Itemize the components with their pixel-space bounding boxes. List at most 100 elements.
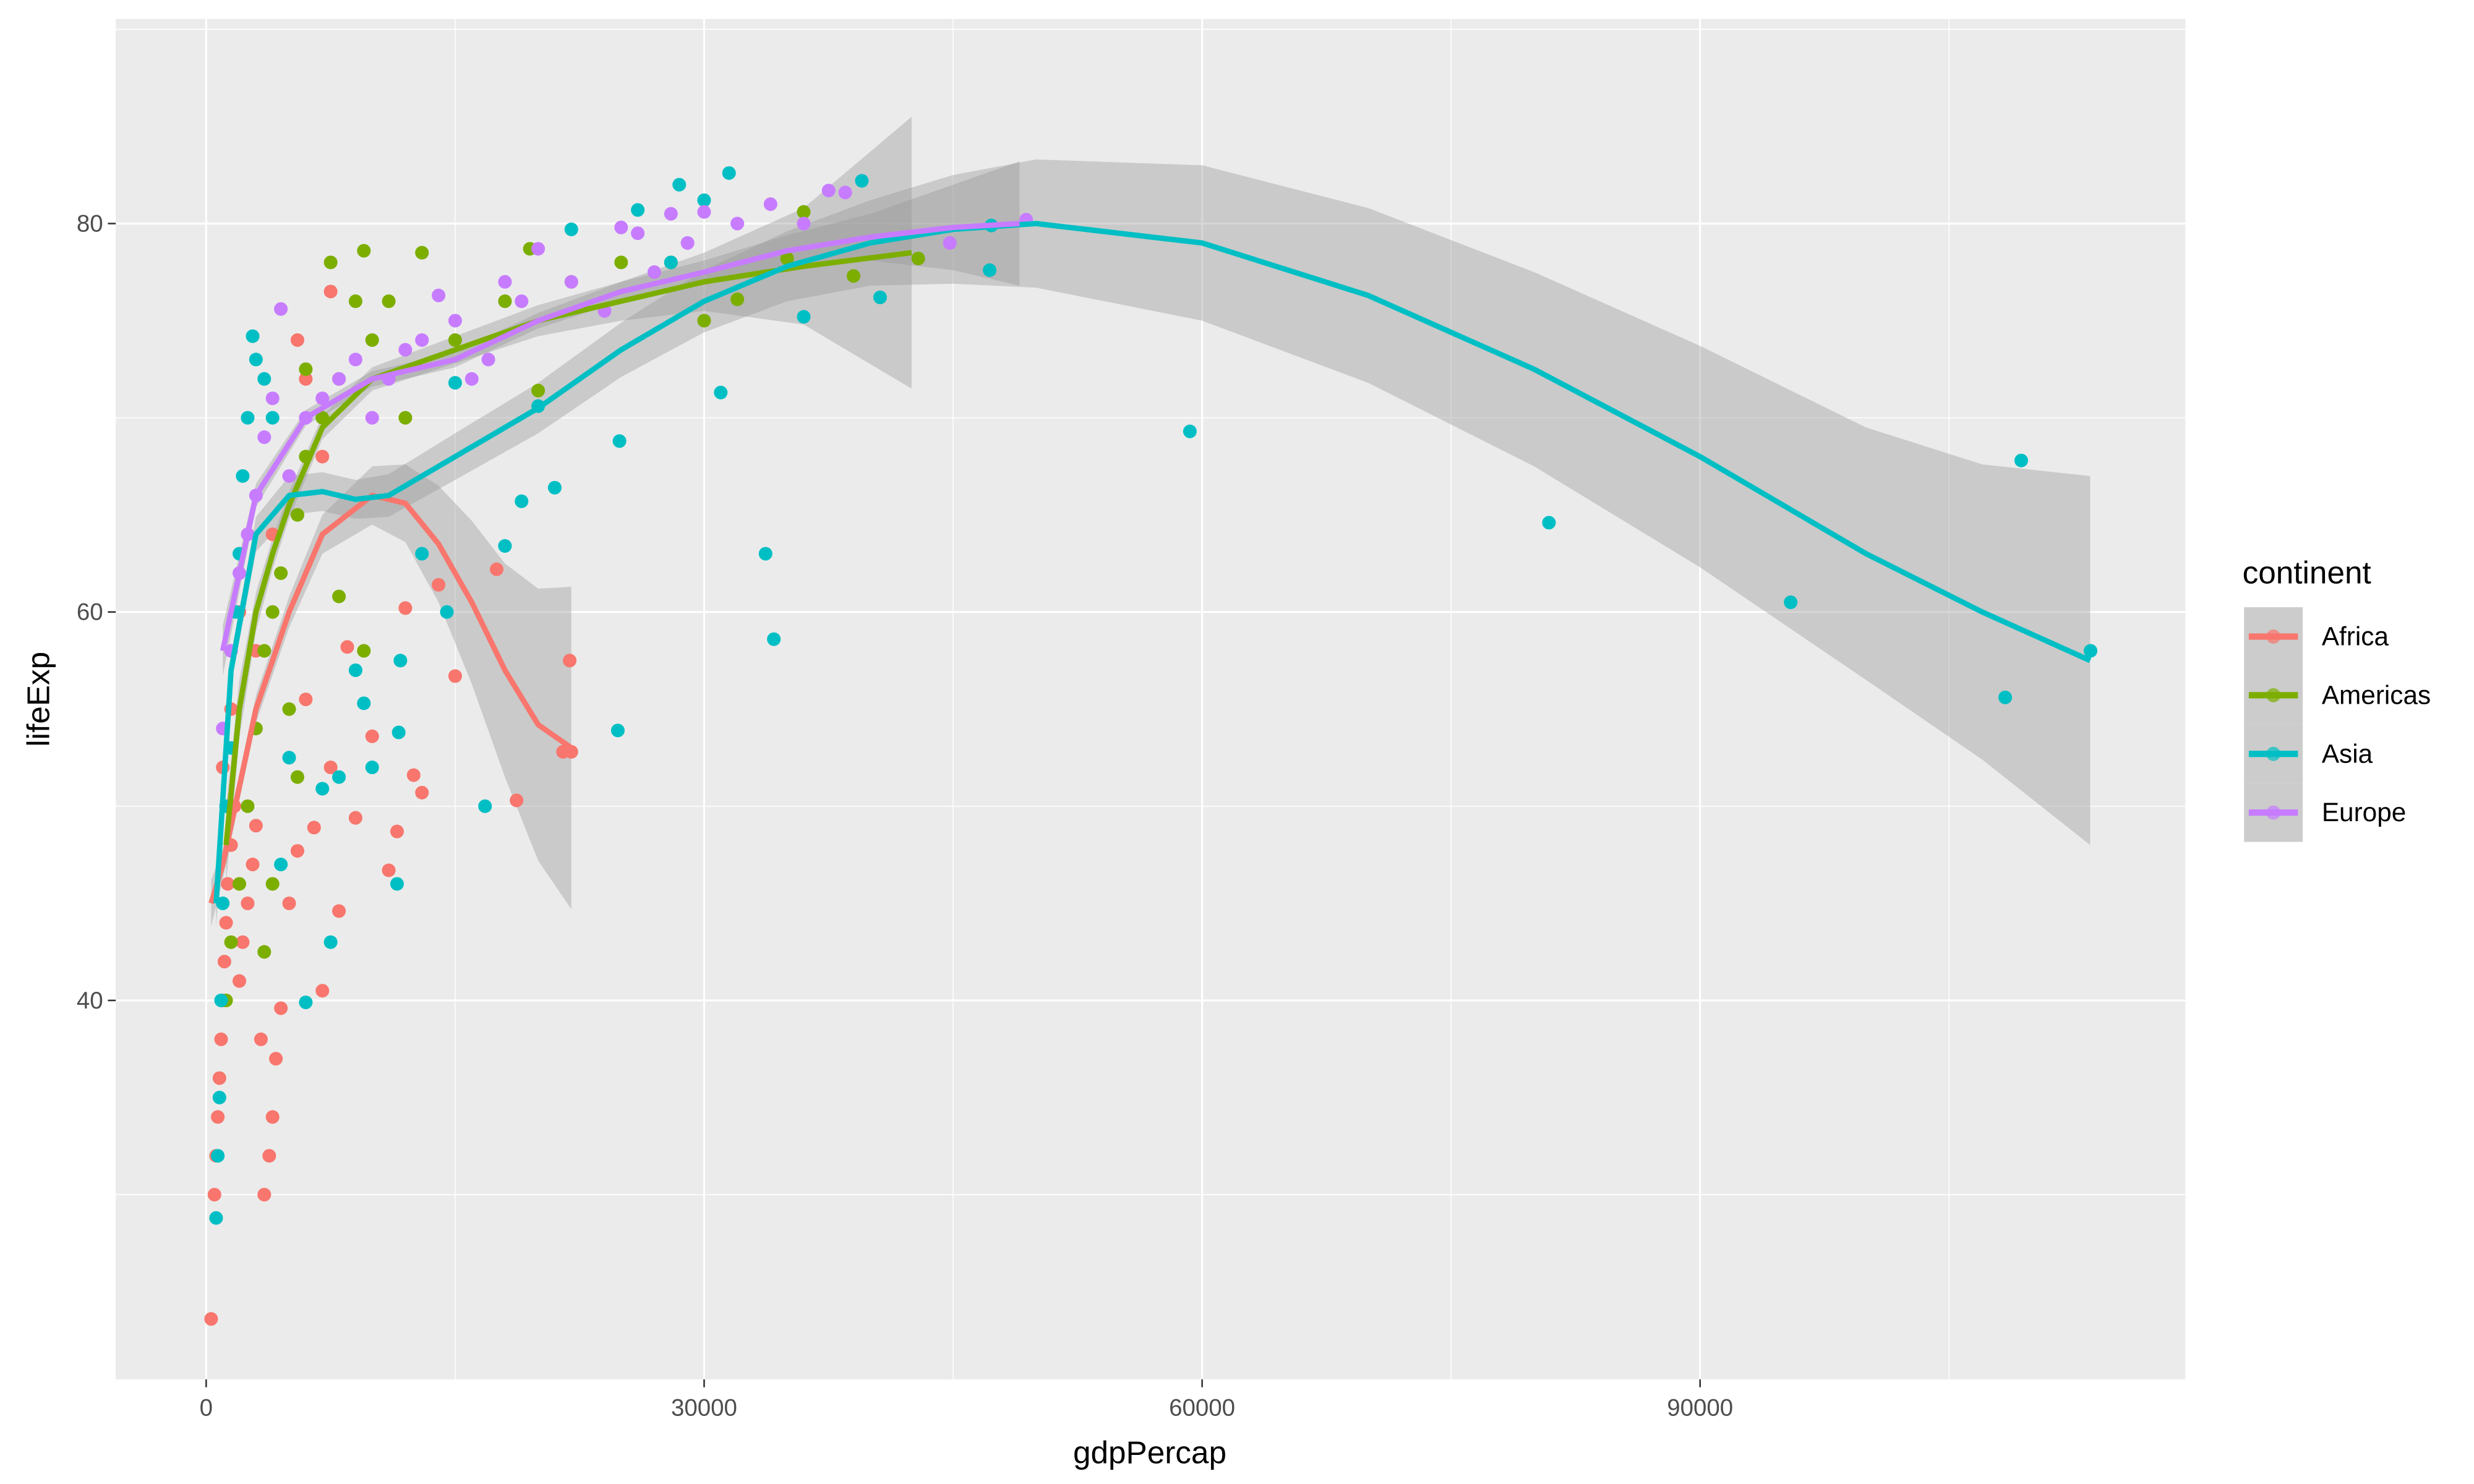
- point-americas: [323, 255, 338, 270]
- point-asia: [855, 174, 869, 188]
- point-africa: [323, 284, 338, 299]
- point-asia: [274, 858, 288, 872]
- point-asia: [498, 539, 512, 553]
- point-africa: [212, 1071, 226, 1085]
- point-asia: [767, 632, 781, 646]
- point-asia: [758, 547, 773, 561]
- point-asia: [672, 177, 687, 192]
- point-europe: [415, 333, 429, 348]
- point-africa: [241, 896, 255, 910]
- point-africa: [315, 450, 330, 464]
- point-americas: [290, 770, 304, 784]
- point-europe: [647, 265, 661, 279]
- point-asia: [564, 222, 578, 236]
- point-americas: [224, 935, 238, 949]
- point-asia: [214, 993, 228, 1007]
- point-europe: [348, 352, 362, 367]
- legend-label: Europe: [2322, 798, 2406, 827]
- point-europe: [498, 275, 512, 289]
- point-americas: [498, 294, 512, 309]
- point-africa: [340, 640, 354, 654]
- point-americas: [265, 877, 280, 891]
- smooth-line-asia: [213, 221, 2092, 904]
- point-africa: [274, 1001, 288, 1015]
- point-europe: [274, 302, 288, 316]
- point-asia: [211, 1149, 225, 1163]
- point-africa: [207, 1188, 221, 1202]
- point-africa: [254, 1032, 268, 1046]
- point-asia: [365, 761, 379, 775]
- x-tick-label: 30000: [671, 1395, 737, 1422]
- point-europe: [448, 313, 462, 328]
- point-asia: [415, 547, 429, 561]
- legend-point-icon: [2266, 629, 2281, 644]
- x-axis: 0 30000 60000 90000: [200, 1379, 1733, 1422]
- legend-item-americas: Americas: [2244, 665, 2431, 725]
- point-europe: [614, 220, 628, 234]
- x-tick-label: 0: [200, 1395, 213, 1422]
- point-africa: [249, 819, 263, 833]
- point-europe: [265, 391, 280, 406]
- point-africa: [315, 984, 330, 998]
- point-asia: [348, 663, 362, 677]
- point-europe: [763, 197, 777, 211]
- point-europe: [481, 352, 495, 367]
- point-americas: [398, 411, 413, 425]
- point-asia: [357, 696, 371, 710]
- point-europe: [664, 207, 678, 221]
- band-asia: [216, 159, 2091, 929]
- point-asia: [249, 352, 263, 367]
- point-europe: [332, 372, 346, 386]
- point-asia: [722, 166, 736, 180]
- point-africa: [365, 729, 379, 743]
- band-americas: [226, 116, 912, 884]
- point-africa: [382, 863, 396, 877]
- point-americas: [448, 333, 462, 348]
- point-americas: [299, 362, 313, 377]
- point-americas: [614, 255, 628, 270]
- point-africa: [232, 974, 247, 988]
- point-europe: [464, 372, 479, 386]
- point-africa: [246, 858, 260, 872]
- point-asia: [515, 494, 529, 508]
- point-asia: [332, 770, 346, 784]
- point-africa: [257, 1188, 272, 1202]
- point-africa: [221, 877, 235, 891]
- point-americas: [911, 252, 925, 266]
- point-americas: [257, 945, 272, 959]
- point-asia: [390, 877, 404, 891]
- point-americas: [232, 877, 247, 891]
- point-europe: [515, 294, 529, 309]
- y-tick-label: 40: [77, 987, 103, 1014]
- point-asia: [216, 896, 230, 910]
- point-asia: [983, 263, 997, 277]
- y-axis: 40 60 80: [77, 210, 116, 1014]
- legend: continent Africa Americas Asia Europe: [2243, 555, 2431, 842]
- point-asia: [1542, 516, 1556, 530]
- point-africa: [204, 1312, 218, 1326]
- point-africa: [323, 761, 338, 775]
- point-asia: [2014, 453, 2028, 467]
- x-axis-title: gdpPercap: [1073, 1435, 1226, 1470]
- point-asia: [282, 751, 296, 765]
- point-asia: [797, 310, 811, 324]
- point-americas: [332, 589, 346, 603]
- point-africa: [332, 904, 346, 918]
- point-americas: [274, 566, 288, 580]
- point-africa: [211, 1110, 225, 1124]
- point-americas: [357, 244, 371, 258]
- gridlines: [116, 19, 2186, 1380]
- point-asia: [236, 469, 250, 483]
- point-europe: [821, 184, 836, 198]
- point-europe: [730, 216, 745, 231]
- point-europe: [398, 343, 413, 357]
- point-asia: [299, 996, 313, 1010]
- point-asia: [478, 799, 492, 813]
- point-europe: [531, 242, 546, 256]
- point-americas: [348, 294, 362, 309]
- point-asia: [209, 1211, 223, 1225]
- point-europe: [838, 186, 852, 200]
- point-asia: [1998, 690, 2013, 704]
- point-africa: [432, 578, 446, 592]
